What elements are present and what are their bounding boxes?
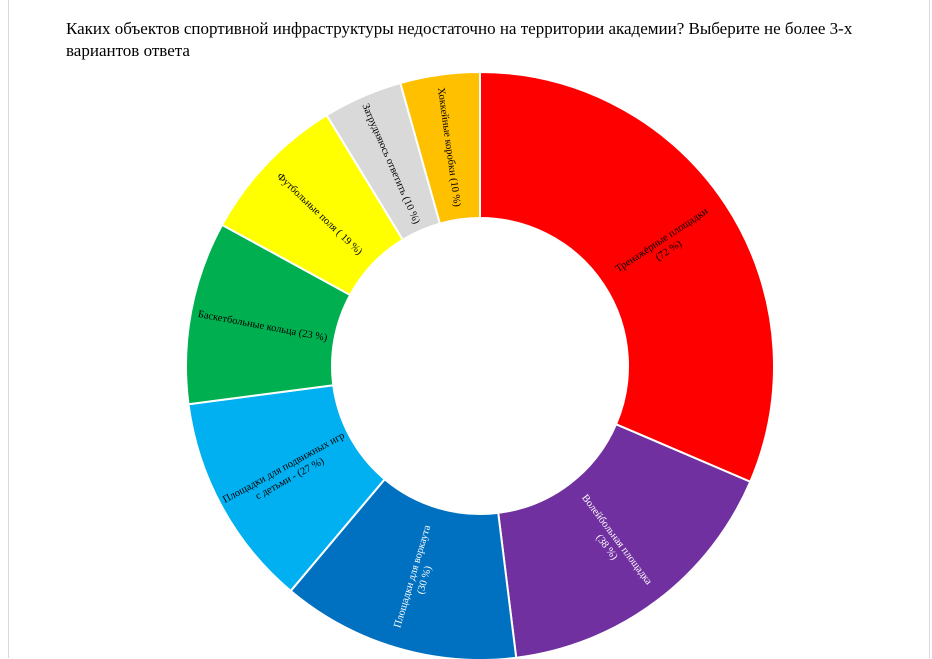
slice-7 (399, 70, 481, 225)
slice-1 (497, 422, 752, 659)
chart-title: Каких объектов спортивной инфраструктуры… (66, 19, 853, 60)
slice-3 (187, 384, 387, 593)
chart-frame (8, 0, 930, 658)
slice-0 (479, 70, 775, 484)
